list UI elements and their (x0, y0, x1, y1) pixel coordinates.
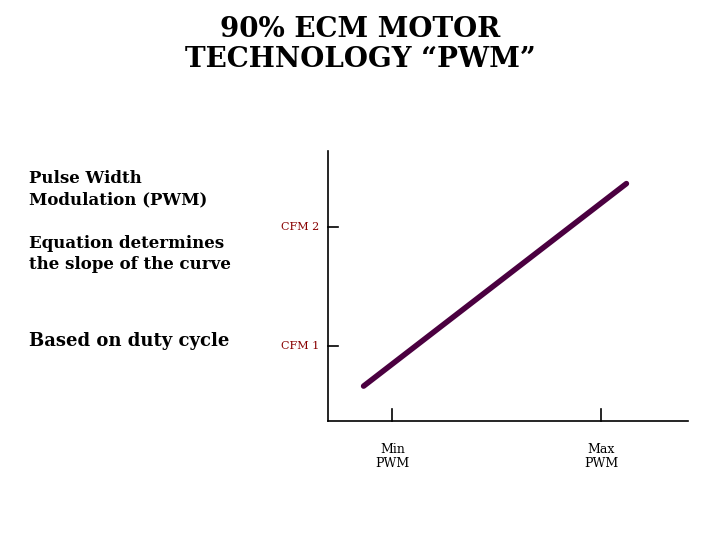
Text: Min
PWM: Min PWM (375, 443, 410, 470)
Text: Based on duty cycle: Based on duty cycle (29, 332, 229, 350)
Text: 90% ECM MOTOR
TECHNOLOGY “PWM”: 90% ECM MOTOR TECHNOLOGY “PWM” (184, 16, 536, 73)
Text: CFM 2: CFM 2 (281, 222, 319, 232)
Text: Max
PWM: Max PWM (584, 443, 618, 470)
Text: Equation determines
the slope of the curve: Equation determines the slope of the cur… (29, 235, 230, 273)
Text: Pulse Width
Modulation (PWM): Pulse Width Modulation (PWM) (29, 170, 207, 208)
Text: CFM 1: CFM 1 (281, 341, 319, 350)
